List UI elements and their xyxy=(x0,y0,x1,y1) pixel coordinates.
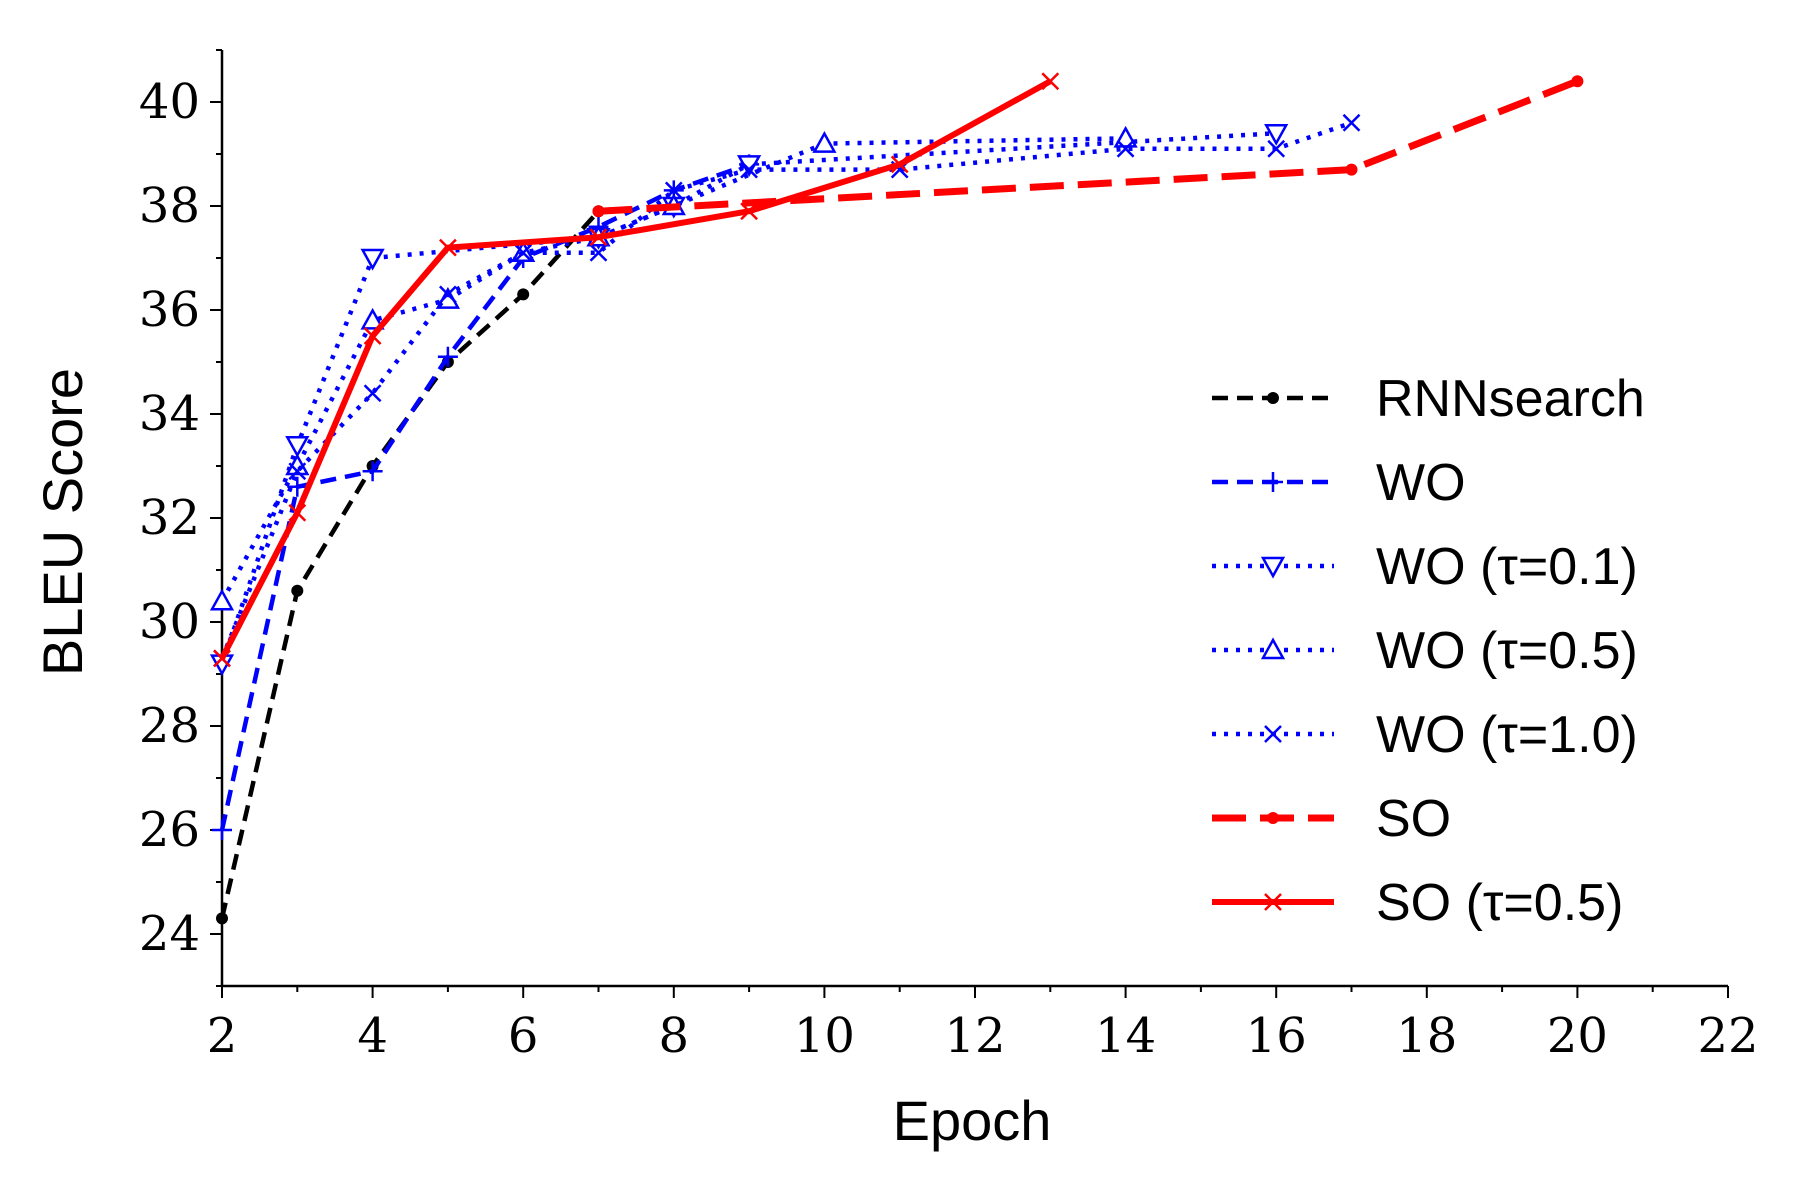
data-point xyxy=(1263,472,1283,492)
data-point xyxy=(437,346,458,367)
x-tick-label: 14 xyxy=(1095,1008,1156,1064)
data-point xyxy=(740,160,758,179)
data-point xyxy=(439,285,457,304)
legend-label: RNNsearch xyxy=(1376,370,1645,428)
legend-label: WO xyxy=(1376,454,1466,512)
x-tick-label: 10 xyxy=(794,1008,855,1064)
data-point xyxy=(1264,123,1289,146)
series-1 xyxy=(216,205,605,925)
data-point xyxy=(213,649,231,668)
data-point xyxy=(360,248,385,271)
legend-item: WO (τ=0.1) xyxy=(1212,538,1638,596)
data-point xyxy=(1260,637,1286,660)
x-tick-label: 18 xyxy=(1396,1008,1457,1064)
data-point xyxy=(363,327,382,345)
legend-item: SO xyxy=(1212,790,1451,848)
data-point xyxy=(1113,125,1138,148)
y-tick-label: 36 xyxy=(139,282,200,338)
x-tick-label: 12 xyxy=(944,1008,1005,1064)
data-point xyxy=(1116,139,1135,158)
y-tick-label: 32 xyxy=(139,490,200,546)
data-point xyxy=(1041,72,1060,91)
series-6 xyxy=(592,75,1584,218)
data-point xyxy=(740,202,758,221)
y-tick-label: 26 xyxy=(139,802,200,858)
data-point xyxy=(1342,113,1361,132)
data-point xyxy=(216,912,228,925)
data-point xyxy=(287,476,308,497)
y-tick-label: 34 xyxy=(139,386,200,442)
data-point xyxy=(212,820,232,840)
legend-item: RNNsearch xyxy=(1212,370,1645,428)
legend-label: WO (τ=0.1) xyxy=(1376,538,1638,596)
legend-item: WO (τ=0.5) xyxy=(1212,622,1638,680)
series-4 xyxy=(209,125,1138,611)
x-tick-label: 8 xyxy=(659,1008,690,1064)
data-point xyxy=(291,584,304,597)
data-point xyxy=(589,228,608,247)
legend-label: SO xyxy=(1376,790,1451,848)
series-3 xyxy=(209,123,1289,677)
plot-area xyxy=(209,72,1584,925)
series-line xyxy=(598,77,1579,215)
y-tick-label: 24 xyxy=(139,906,200,962)
data-point xyxy=(285,435,310,458)
data-point xyxy=(360,307,385,330)
series-2 xyxy=(212,154,760,840)
data-point xyxy=(362,461,383,482)
y-tick-label: 38 xyxy=(139,178,200,234)
data-point xyxy=(1267,139,1286,158)
legend-item: WO (τ=1.0) xyxy=(1212,706,1638,764)
data-point xyxy=(1264,893,1282,911)
data-point xyxy=(439,238,457,257)
data-point xyxy=(1267,392,1279,404)
x-tick-label: 16 xyxy=(1246,1008,1307,1064)
x-tick-label: 6 xyxy=(508,1008,539,1064)
series-7 xyxy=(213,72,1060,668)
y-axis-title: BLEU Score xyxy=(31,368,94,676)
legend-item: WO xyxy=(1212,454,1466,512)
legend-label: SO (τ=0.5) xyxy=(1376,874,1623,932)
data-point xyxy=(1267,812,1279,824)
data-point xyxy=(514,243,533,262)
x-tick-label: 22 xyxy=(1697,1008,1758,1064)
y-tick-label: 30 xyxy=(139,594,200,650)
series-line xyxy=(219,78,1052,660)
data-point xyxy=(363,384,382,403)
y-tick-label: 40 xyxy=(139,74,200,130)
x-axis-title: Epoch xyxy=(893,1089,1052,1152)
data-point xyxy=(664,181,683,200)
data-point xyxy=(209,588,235,611)
data-point xyxy=(812,131,837,153)
data-point xyxy=(1264,725,1282,743)
series-line xyxy=(219,120,1353,660)
x-tick-label: 2 xyxy=(207,1008,238,1064)
data-point xyxy=(592,205,605,218)
x-tick-label: 4 xyxy=(357,1008,388,1064)
data-point xyxy=(1260,556,1286,579)
legend: RNNsearch WO WO (τ=0.1) WO (τ=0.5) WO (τ=1.0… xyxy=(1212,370,1645,932)
legend-label: WO (τ=1.0) xyxy=(1376,706,1638,764)
x-tick-label: 20 xyxy=(1547,1008,1608,1064)
legend-item: SO (τ=0.5) xyxy=(1212,874,1623,932)
data-point xyxy=(1571,75,1584,88)
data-point xyxy=(890,155,909,174)
data-point xyxy=(517,288,530,301)
data-point xyxy=(288,503,307,522)
data-point xyxy=(1345,163,1358,176)
y-tick-label: 28 xyxy=(139,698,200,754)
series-line xyxy=(219,209,601,919)
legend-label: WO (τ=0.5) xyxy=(1376,622,1638,680)
data-point xyxy=(589,243,608,262)
data-point xyxy=(288,462,307,481)
